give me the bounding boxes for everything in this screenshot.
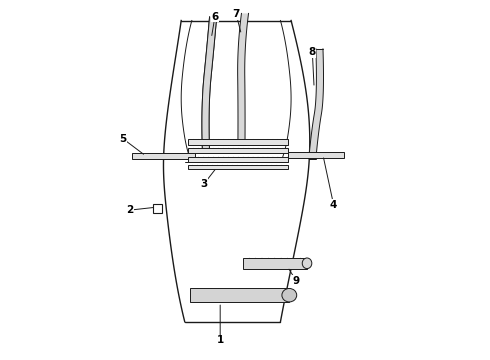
Polygon shape (202, 17, 217, 152)
Ellipse shape (282, 288, 297, 302)
Text: 7: 7 (232, 9, 240, 19)
Text: 1: 1 (217, 335, 224, 345)
Polygon shape (309, 49, 323, 159)
Bar (188, 139, 288, 145)
Bar (188, 157, 288, 162)
Text: 5: 5 (119, 134, 126, 144)
Bar (243, 258, 307, 269)
Bar (288, 152, 344, 158)
Bar (190, 288, 289, 302)
Bar (153, 204, 162, 213)
Bar (188, 165, 288, 169)
Bar (188, 148, 288, 153)
Bar (132, 153, 196, 159)
Text: 9: 9 (293, 276, 300, 286)
Text: 8: 8 (309, 48, 316, 57)
Text: 6: 6 (211, 12, 219, 22)
Polygon shape (238, 13, 248, 145)
Text: 2: 2 (126, 205, 133, 215)
Text: 4: 4 (330, 200, 337, 210)
Text: 3: 3 (200, 179, 208, 189)
Ellipse shape (302, 258, 312, 269)
